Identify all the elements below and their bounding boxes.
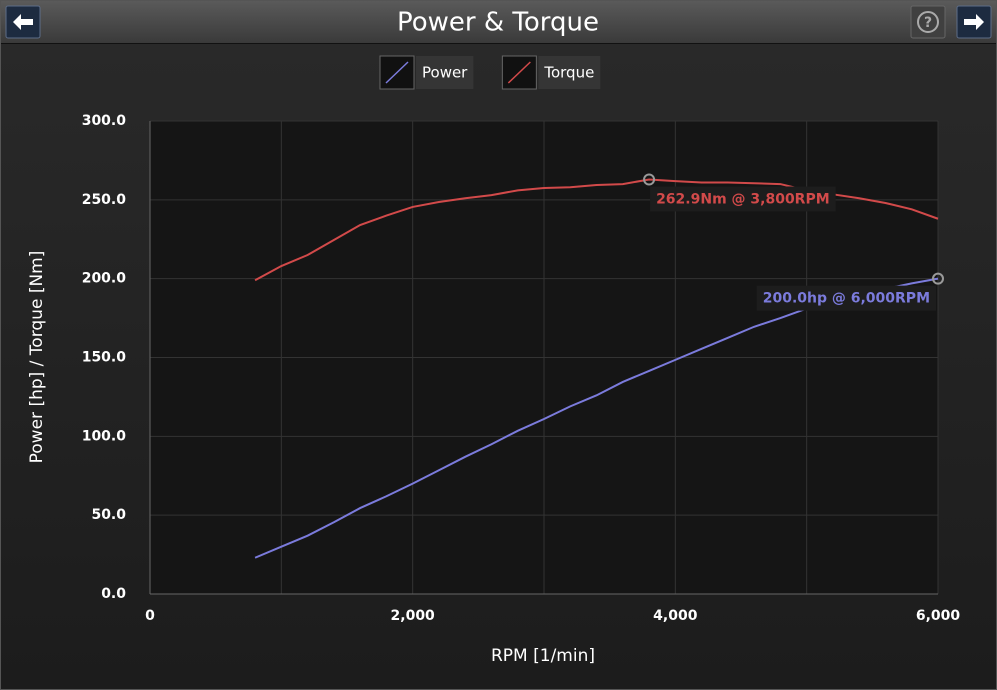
legend-item[interactable]: Power (379, 55, 474, 90)
annotation-box (650, 186, 836, 212)
legend-swatch (507, 61, 531, 84)
header-bar (1, 1, 996, 43)
peak-marker (932, 272, 944, 285)
help-button[interactable]: ? (910, 5, 946, 39)
x-tick-label: 4,000 (653, 608, 698, 624)
x-tick-label: 2,000 (391, 608, 436, 624)
legend-label: Power (422, 64, 468, 82)
back-button[interactable] (5, 5, 41, 39)
y-tick-label: 150.0 (82, 350, 127, 366)
legend-label-box (416, 56, 474, 89)
title: Power & Torque (397, 8, 599, 38)
y-axis-label: Power [hp] / Torque [Nm] (27, 251, 47, 464)
legend-swatch (385, 61, 409, 84)
y-tick-label: 200.0 (82, 271, 127, 287)
forward-button[interactable] (956, 5, 992, 39)
x-axis-label: RPM [1/min] (491, 646, 595, 666)
y-tick-label: 100.0 (82, 428, 127, 444)
legend-item[interactable]: Torque (501, 55, 601, 90)
legend: Power Torque (379, 55, 601, 90)
peak-marker (643, 173, 656, 186)
y-tick-label: 250.0 (82, 192, 127, 208)
svg-text:?: ? (924, 15, 932, 31)
legend-label-box (538, 56, 601, 89)
y-tick-label: 300.0 (82, 113, 127, 129)
annotation-label: 262.9Nm @ 3,800RPM (656, 191, 830, 207)
y-tick-label: 50.0 (91, 507, 126, 523)
annotation-label: 200.0hp @ 6,000RPM (763, 291, 930, 307)
annotation-box (756, 285, 936, 311)
x-tick-label: 6,000 (916, 608, 961, 624)
legend-label: Torque (543, 64, 594, 82)
x-tick-label: 0 (145, 608, 155, 624)
y-tick-label: 0.0 (101, 586, 126, 602)
